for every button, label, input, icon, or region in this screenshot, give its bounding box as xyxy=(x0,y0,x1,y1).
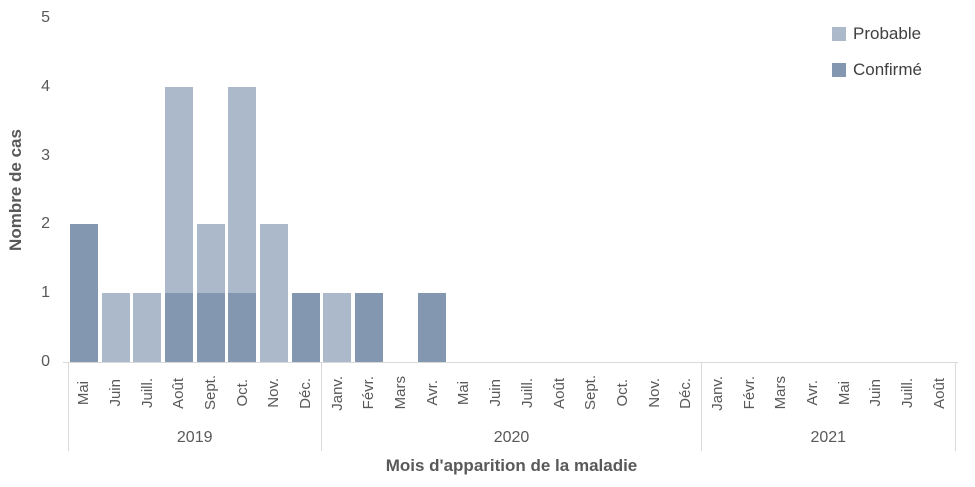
month-label-text: Oct. xyxy=(613,379,631,407)
bar-segment-confirmé-févr-9 xyxy=(354,293,383,362)
month-label-text: Juill. xyxy=(898,377,916,408)
x-tick-month-label: Juin xyxy=(100,364,132,422)
x-tick-month-label: Août xyxy=(543,364,575,422)
x-tick-month-label: Mars xyxy=(385,364,417,422)
legend-label-confirme: Confirmé xyxy=(853,60,922,79)
month-label-text: Déc. xyxy=(297,377,315,409)
bar-segment-probable-oct-5 xyxy=(228,86,257,294)
x-tick-month-label: Juin xyxy=(480,364,512,422)
chart-legend: Probable Confirmé xyxy=(832,22,922,94)
x-tick-month-label: Mai xyxy=(448,364,480,422)
year-group-separator xyxy=(67,363,69,451)
month-label-text: Avr. xyxy=(423,380,441,406)
month-label-text: Oct. xyxy=(233,379,251,407)
year-group-separator xyxy=(320,363,322,451)
month-label-text: Juin xyxy=(107,379,124,407)
x-tick-month-label: Mai xyxy=(68,364,100,422)
month-label-text: Mai xyxy=(835,380,853,406)
month-label-text: Juin xyxy=(487,379,505,407)
x-tick-month-label: Août xyxy=(163,364,195,422)
y-tick-label: 2 xyxy=(41,215,50,233)
month-label-text: Févr. xyxy=(740,376,758,410)
x-tick-month-label: Juin xyxy=(860,364,892,422)
bar-segment-confirmé-avr-11 xyxy=(418,293,447,362)
y-tick-label: 0 xyxy=(41,353,50,370)
x-axis-year-label-2020: 2020 xyxy=(493,429,530,446)
confirme-swatch-icon xyxy=(832,63,846,77)
month-label-text: Nov. xyxy=(645,378,663,408)
month-label-text: Sept. xyxy=(202,375,220,411)
x-axis-title: Mois d'apparition de la maladie xyxy=(385,456,638,475)
month-label-text: Févr. xyxy=(360,376,378,410)
x-tick-month-label: Févr. xyxy=(353,364,385,422)
x-tick-month-label: Oct. xyxy=(607,364,639,422)
x-tick-month-label: Août xyxy=(923,364,955,422)
x-tick-month-label: Mai xyxy=(828,364,860,422)
x-tick-month-label: Juill. xyxy=(892,364,924,422)
month-label-text: Sept. xyxy=(582,375,600,411)
bar-segment-probable-août-3 xyxy=(164,86,193,294)
month-label-text: Août xyxy=(930,377,948,409)
year-group-separator xyxy=(954,363,956,451)
bar-segment-probable-juill-2 xyxy=(133,293,162,362)
legend-item-confirme: Confirmé xyxy=(832,58,922,82)
month-label-text: Mai xyxy=(75,380,93,406)
x-tick-month-label: Sept. xyxy=(195,364,227,422)
x-axis-year-label-2019: 2019 xyxy=(176,429,213,446)
y-tick-label: 3 xyxy=(41,146,50,164)
bar-segment-probable-sept-4 xyxy=(196,224,225,294)
bar-segment-confirmé-oct-5 xyxy=(228,293,257,362)
x-tick-month-label: Janv. xyxy=(321,364,353,422)
month-label-text: Nov. xyxy=(265,378,283,408)
x-tick-month-label: Janv. xyxy=(702,364,734,422)
month-label-text: Juin xyxy=(867,379,885,407)
bar-segment-confirmé-déc-7 xyxy=(291,293,320,362)
month-label-text: Juill. xyxy=(518,377,536,408)
month-label-text: Mai xyxy=(455,380,473,406)
month-label-text: Août xyxy=(550,377,568,409)
x-tick-month-label: Oct. xyxy=(226,364,258,422)
bar-segment-probable-janv-8 xyxy=(323,293,352,362)
x-tick-month-label: Févr. xyxy=(733,364,765,422)
x-tick-month-label: Déc. xyxy=(670,364,702,422)
probable-swatch-icon xyxy=(832,27,846,41)
x-tick-month-label: Nov. xyxy=(638,364,670,422)
x-tick-month-label: Déc. xyxy=(290,364,322,422)
month-label-text: Juill. xyxy=(138,377,156,408)
month-label-text: Mars xyxy=(392,376,410,410)
x-tick-month-label: Nov. xyxy=(258,364,290,422)
x-tick-month-label: Mars xyxy=(765,364,797,422)
x-tick-month-label: Juill. xyxy=(512,364,544,422)
x-tick-month-label: Juill. xyxy=(131,364,163,422)
x-tick-month-label: Avr. xyxy=(797,364,829,422)
x-axis-line xyxy=(63,362,958,363)
bar-segment-confirmé-mai-0 xyxy=(69,224,98,362)
y-tick-label: 5 xyxy=(41,9,50,26)
month-label-text: Déc. xyxy=(677,377,695,409)
bar-segment-probable-nov-6 xyxy=(259,224,288,362)
x-axis-year-label-2021: 2021 xyxy=(810,429,847,446)
x-tick-month-label: Avr. xyxy=(416,364,448,422)
month-label-text: Janv. xyxy=(328,375,346,411)
month-label-text: Mars xyxy=(772,376,790,410)
y-tick-label: 1 xyxy=(41,284,50,302)
bar-segment-probable-juin-1 xyxy=(101,293,130,362)
bar-segment-confirmé-sept-4 xyxy=(196,293,225,362)
y-tick-label: 4 xyxy=(41,77,50,95)
legend-item-probable: Probable xyxy=(832,22,922,46)
legend-label-probable: Probable xyxy=(853,24,922,43)
bar-segment-confirmé-août-3 xyxy=(164,293,193,362)
year-group-separator xyxy=(701,363,703,451)
month-label-text: Janv. xyxy=(708,375,726,411)
x-tick-month-label: Sept. xyxy=(575,364,607,422)
month-label-text: Avr. xyxy=(803,380,821,406)
month-label-text: Août xyxy=(170,377,188,409)
